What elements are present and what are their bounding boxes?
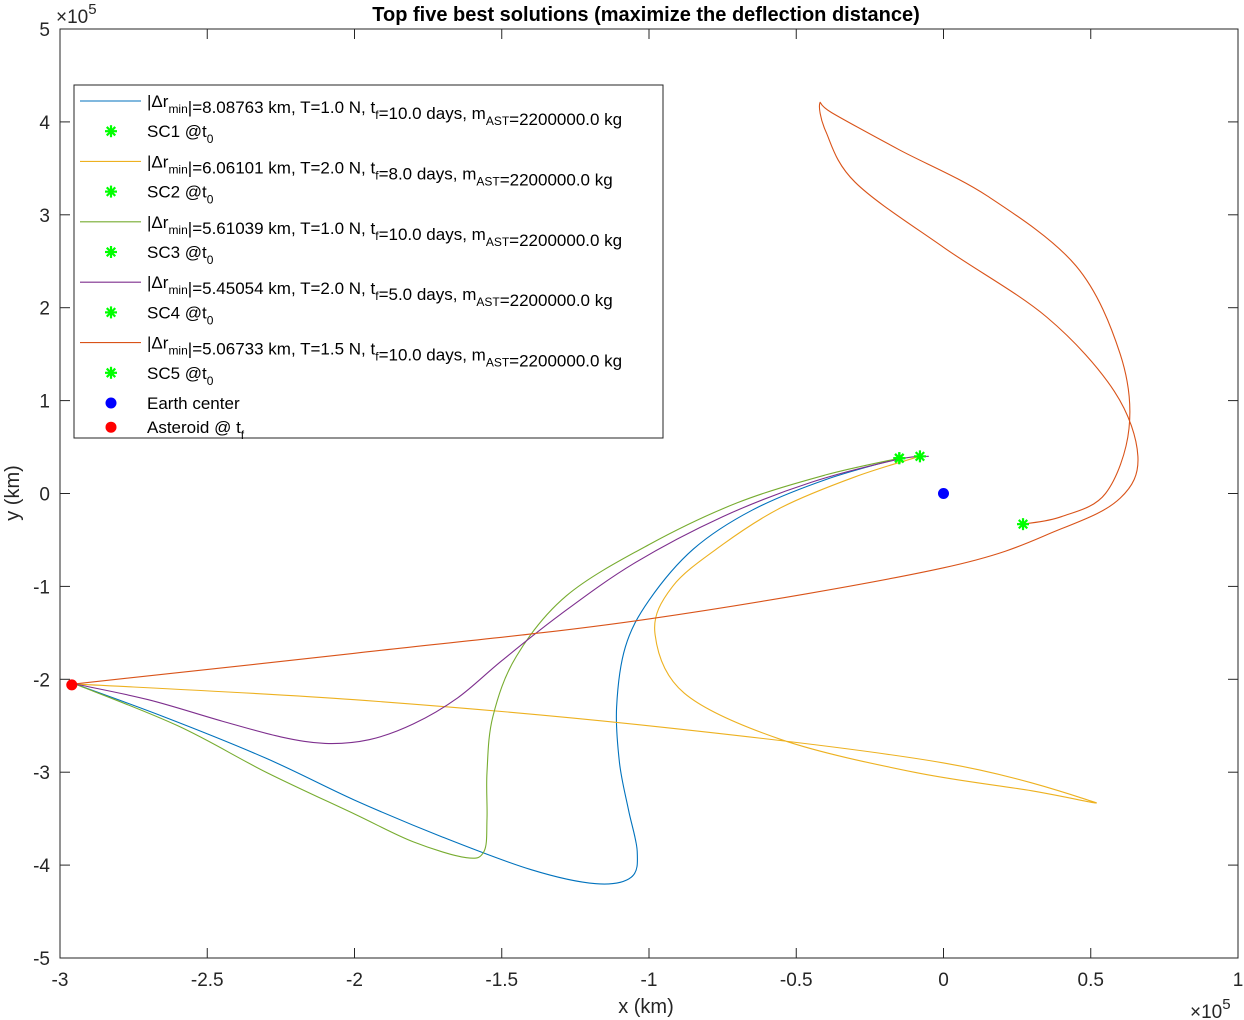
y-tick-label: -5 <box>33 949 50 970</box>
x-tick-label: 0 <box>938 970 949 991</box>
legend-entry: Asteroid @ tf <box>105 418 245 442</box>
svg-text:|Δrmin|=5.06733 km, T=1.5 N, t: |Δrmin|=5.06733 km, T=1.5 N, tf=10.0 day… <box>147 334 622 371</box>
sc-marker-2 <box>913 450 926 463</box>
svg-text:|Δrmin|=5.61039 km, T=1.0 N, t: |Δrmin|=5.61039 km, T=1.0 N, tf=10.0 day… <box>147 213 622 250</box>
trajectory-line-1 <box>74 457 900 885</box>
legend-entry: SC2 @t0 <box>105 183 214 207</box>
svg-text:Earth center: Earth center <box>147 394 240 413</box>
trajectory-line-4 <box>74 455 929 745</box>
y-tick-label: 5 <box>39 20 50 41</box>
sc-marker-3 <box>893 452 906 465</box>
legend-entry: |Δrmin|=5.61039 km, T=1.0 N, tf=10.0 day… <box>80 213 622 250</box>
legend-sc-icon <box>105 246 117 258</box>
legend-box <box>73 84 664 439</box>
chart-title: Top five best solutions (maximize the de… <box>372 4 920 26</box>
x-tick-label: -1 <box>641 970 658 991</box>
x-tick-label: -1.5 <box>485 970 518 991</box>
svg-text:|Δrmin|=8.08763 km, T=1.0 N, t: |Δrmin|=8.08763 km, T=1.0 N, tf=10.0 day… <box>147 92 622 129</box>
svg-text:SC4 @t0: SC4 @t0 <box>147 303 214 327</box>
axis-ticks: -3 -2.5 -2 -1.5 -1 -0.5 0 0.5 1 -5 -4 -3 -2 -1 0 1 2 3 4 5 <box>33 20 1243 991</box>
trajectory-line-3 <box>74 457 900 859</box>
y-exponent: ×105 <box>56 1 97 28</box>
y-tick-label: 4 <box>39 113 50 134</box>
x-tick-label: -3 <box>52 970 69 991</box>
y-tick-label: 3 <box>39 206 50 227</box>
x-tick-label: 1 <box>1233 970 1244 991</box>
trajectory-line-5 <box>74 101 1139 685</box>
legend-sc-icon <box>105 366 117 379</box>
legend-entry: SC3 @t0 <box>105 243 214 267</box>
legend-entry: Earth center <box>105 394 240 413</box>
x-axis-label: x (km) <box>618 996 674 1018</box>
x-tick-label: -2.5 <box>191 970 224 991</box>
y-tick-label: -2 <box>33 670 50 691</box>
svg-text:|Δrmin|=6.06101 km, T=2.0 N, t: |Δrmin|=6.06101 km, T=2.0 N, tf=8.0 days… <box>147 152 613 189</box>
legend-sc-icon <box>105 125 117 138</box>
svg-text:SC2 @t0: SC2 @t0 <box>147 183 214 207</box>
svg-text:|Δrmin|=5.45054 km, T=2.0 N, t: |Δrmin|=5.45054 km, T=2.0 N, tf=5.0 days… <box>147 273 613 310</box>
svg-text:SC3 @t0: SC3 @t0 <box>147 243 214 267</box>
legend-entry: |Δrmin|=6.06101 km, T=2.0 N, tf=8.0 days… <box>80 152 613 189</box>
y-tick-label: 2 <box>39 299 50 320</box>
legend-entry: SC4 @t0 <box>105 303 214 327</box>
x-tick-label: -2 <box>346 970 363 991</box>
legend-entry: |Δrmin|=5.45054 km, T=2.0 N, tf=5.0 days… <box>80 273 613 310</box>
x-exponent: ×105 <box>1190 996 1231 1020</box>
trajectory-line-2 <box>74 455 1097 804</box>
svg-text:SC5 @t0: SC5 @t0 <box>147 364 214 388</box>
x-tick-label: 0.5 <box>1078 970 1104 991</box>
legend-entry: SC5 @t0 <box>105 364 214 388</box>
asteroid-marker <box>66 679 78 691</box>
svg-text:SC1 @t0: SC1 @t0 <box>147 122 214 146</box>
svg-text:Asteroid @ tf: Asteroid @ tf <box>147 418 245 442</box>
earth-center-marker <box>938 488 949 499</box>
legend-entry: |Δrmin|=5.06733 km, T=1.5 N, tf=10.0 day… <box>80 334 622 371</box>
sc-marker-4 <box>1017 518 1030 531</box>
y-tick-label: -1 <box>33 577 50 598</box>
y-tick-label: 1 <box>39 392 50 413</box>
legend-sc-icon <box>105 306 117 319</box>
legend-entry: SC1 @t0 <box>105 122 214 146</box>
y-tick-label: -3 <box>33 763 50 784</box>
y-axis-label: y (km) <box>2 465 24 521</box>
legend-entry: |Δrmin|=8.08763 km, T=1.0 N, tf=10.0 day… <box>80 92 622 129</box>
y-tick-label: -4 <box>33 856 50 877</box>
y-tick-label: 0 <box>39 485 50 506</box>
legend-sc-icon <box>105 185 117 198</box>
x-tick-label: -0.5 <box>780 970 813 991</box>
legend: |Δrmin|=8.08763 km, T=1.0 N, tf=10.0 day… <box>73 84 664 442</box>
